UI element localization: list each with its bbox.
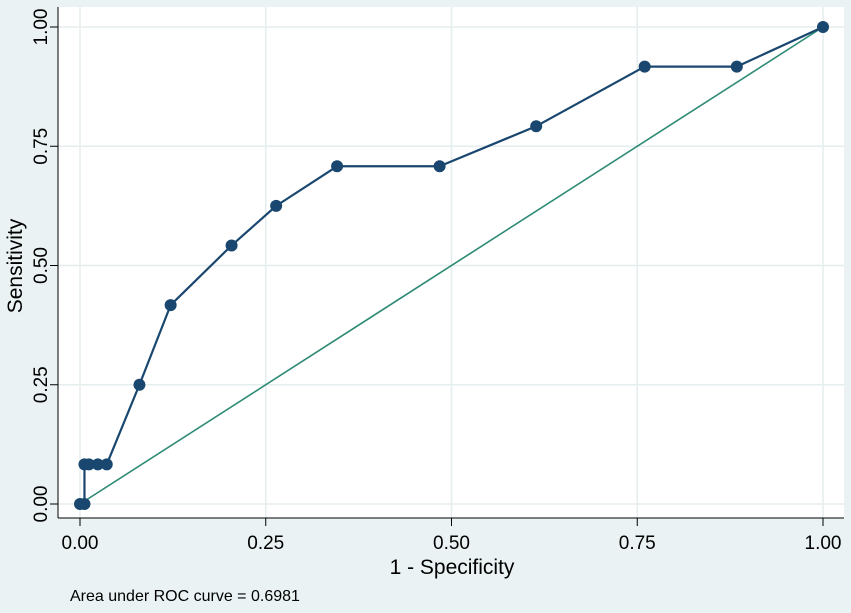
grid-layer xyxy=(58,7,844,518)
y-tick-label: 0.25 xyxy=(31,366,52,403)
roc-point xyxy=(164,299,177,312)
roc-point xyxy=(270,199,283,212)
roc-point xyxy=(82,458,95,471)
roc-point xyxy=(638,60,651,73)
roc-point xyxy=(225,239,238,252)
y-axis-title: Sensitivity xyxy=(4,218,27,313)
roc-point xyxy=(433,160,446,173)
reference-line xyxy=(79,26,824,505)
roc-point xyxy=(730,60,743,73)
y-tick-label: 0.00 xyxy=(31,486,52,523)
x-tick-label: 1.00 xyxy=(805,533,842,554)
x-tick-label: 0.25 xyxy=(247,533,284,554)
roc-point xyxy=(133,378,146,391)
marker-layer xyxy=(74,21,829,510)
x-tick-label: 0.75 xyxy=(619,533,656,554)
y-tick-label: 0.50 xyxy=(31,247,52,284)
roc-point xyxy=(817,21,829,33)
x-axis-title: 1 - Specificity xyxy=(390,556,515,579)
roc-point xyxy=(91,458,104,471)
auc-annotation: Area under ROC curve = 0.6981 xyxy=(70,588,300,605)
y-tick-label: 1.00 xyxy=(31,9,52,46)
axis-layer: 0.00 0.25 0.50 0.75 1.00 0.00 0.25 0.50 0.75 1.00 xyxy=(31,7,844,554)
roc-point xyxy=(331,160,344,173)
reference-layer xyxy=(79,26,824,505)
roc-point xyxy=(78,498,91,510)
roc-point xyxy=(530,120,543,133)
roc-point xyxy=(100,458,113,471)
y-tick-label: 0.75 xyxy=(31,128,52,165)
x-tick-label: 0.50 xyxy=(433,533,470,554)
x-tick-label: 0.00 xyxy=(62,533,99,554)
